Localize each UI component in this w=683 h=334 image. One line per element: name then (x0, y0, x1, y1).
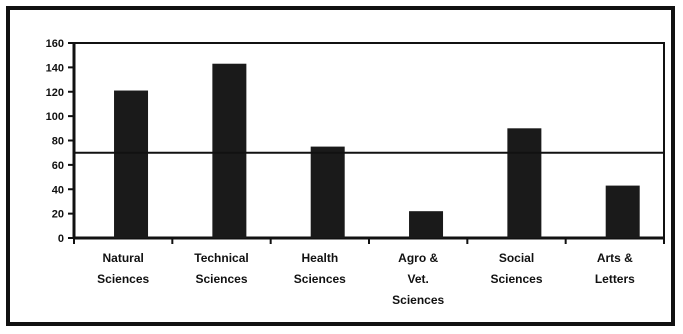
y-tick-label: 80 (52, 136, 64, 148)
x-category-label: Social (499, 251, 534, 265)
y-tick-label: 140 (46, 62, 64, 74)
y-tick-label: 100 (46, 111, 64, 123)
bar (114, 90, 149, 238)
y-tick-label: 120 (46, 87, 64, 99)
bar (605, 185, 640, 238)
x-category-label: Letters (595, 272, 635, 286)
x-category-label: Arts & (597, 251, 633, 265)
x-category-label: Health (301, 251, 338, 265)
y-tick-label: 0 (58, 233, 64, 245)
bar (310, 146, 345, 238)
plot-area-border (73, 42, 665, 239)
y-tick-label: 20 (52, 209, 64, 221)
x-category-label: Sciences (97, 272, 149, 286)
y-tick-label: 160 (46, 38, 64, 50)
x-category-label: Sciences (392, 293, 444, 307)
y-tick-label: 60 (52, 160, 64, 172)
bar (409, 211, 444, 238)
bar (212, 63, 247, 238)
x-category-label: Sciences (195, 272, 247, 286)
x-category-label: Vet. (407, 272, 428, 286)
y-tick-label: 40 (52, 184, 64, 196)
x-category-label: Sciences (490, 272, 542, 286)
x-category-label: Agro & (398, 251, 438, 265)
bar (507, 128, 542, 238)
x-category-label: Technical (194, 251, 248, 265)
x-category-label: Natural (102, 251, 143, 265)
x-category-label: Sciences (294, 272, 346, 286)
